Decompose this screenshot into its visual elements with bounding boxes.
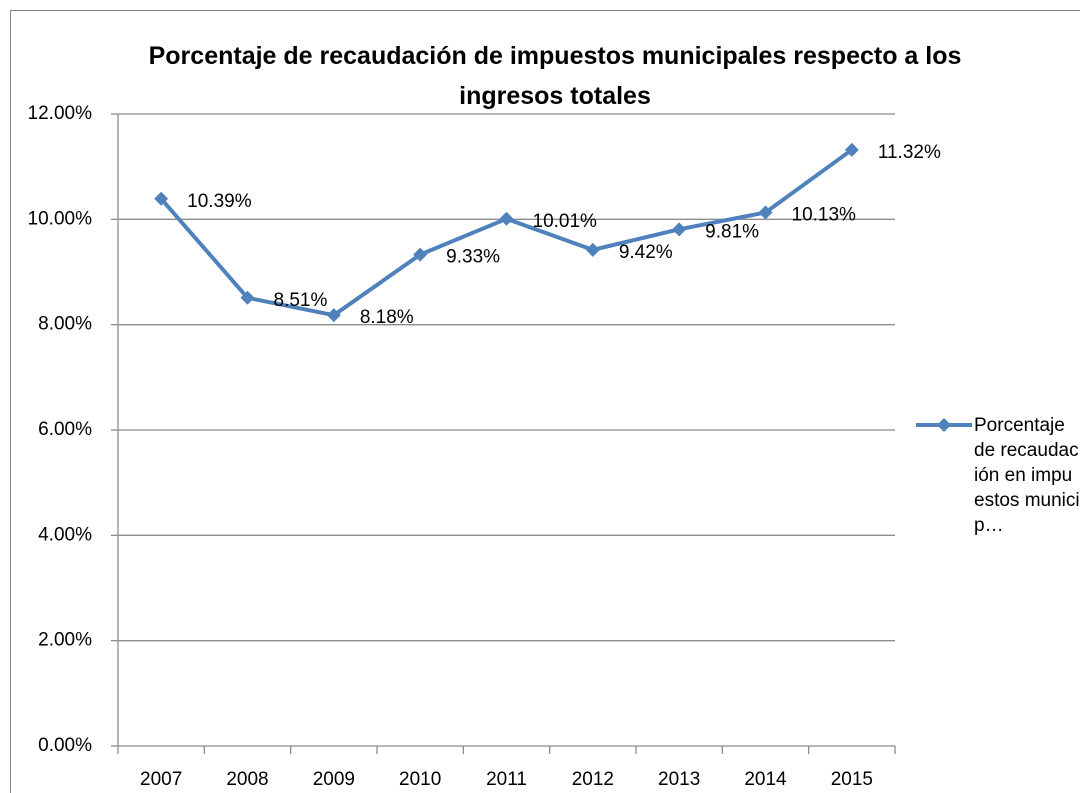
legend-marker (937, 418, 951, 432)
data-label: 10.13% (792, 205, 857, 226)
y-tick-label: 12.00% (28, 103, 93, 124)
data-label: 11.32% (878, 142, 941, 163)
y-tick-label: 8.00% (38, 314, 92, 335)
chart-title: Porcentaje de recaudación de impuestos m… (148, 42, 962, 110)
marker (758, 205, 773, 220)
x-tick-label: 2008 (226, 769, 268, 790)
x-tick-label: 2015 (831, 769, 873, 790)
marker (154, 191, 169, 206)
y-tick-label: 4.00% (38, 524, 92, 545)
x-tick-label: 2009 (313, 769, 355, 790)
marker (240, 290, 255, 305)
marker (585, 242, 600, 257)
marker (844, 142, 859, 157)
legend-label: Porcentaje de recaudación en impuestos m… (974, 415, 1080, 536)
marker (326, 308, 341, 323)
data-label: 8.18% (360, 307, 414, 328)
data-label: 9.33% (446, 247, 500, 268)
marker (499, 211, 514, 226)
y-tick-label: 6.00% (38, 419, 92, 440)
y-tick-label: 0.00% (38, 735, 92, 756)
chart-frame (10, 10, 1080, 793)
x-tick-label: 2011 (486, 769, 527, 790)
x-tick-label: 2014 (744, 769, 787, 790)
x-tick-label: 2013 (658, 769, 700, 790)
data-label: 9.42% (619, 242, 673, 263)
y-tick-label: 10.00% (28, 208, 93, 229)
x-tick-label: 2010 (399, 769, 441, 790)
y-tick-label: 2.00% (38, 630, 92, 651)
x-tick-label: 2012 (572, 769, 614, 790)
x-tick-label: 2007 (140, 769, 182, 790)
data-label: 9.81% (705, 221, 759, 242)
data-label: 10.39% (187, 191, 252, 212)
data-label: 8.51% (274, 290, 328, 311)
marker (413, 247, 428, 262)
marker (672, 222, 687, 237)
data-label: 10.01% (533, 211, 598, 232)
